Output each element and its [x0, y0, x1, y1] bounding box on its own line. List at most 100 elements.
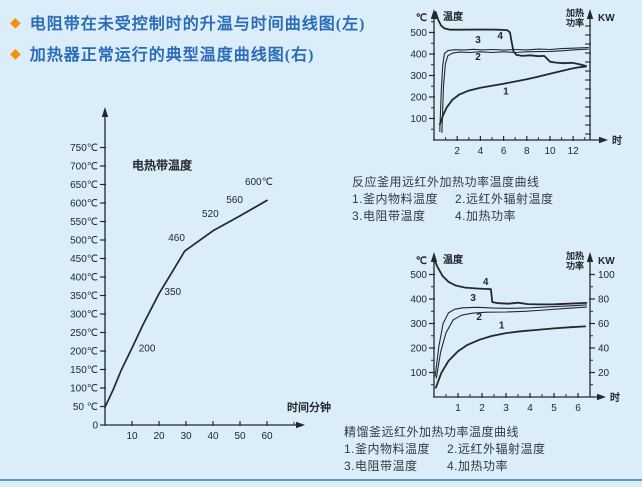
svg-text:750℃: 750℃ — [70, 143, 98, 154]
legend-item-2: 2.远红外辐射温度 — [447, 442, 546, 456]
bullet-item-left-chart: ◆ 电阻带在未受控制时的升温与时间曲线图(左) — [10, 10, 365, 34]
reactor-kettle-chart: 100 200 300 400 500 2 4 6 8 10 12 4 3 2 1 ℃ 温度 加热功率 KW 时 — [410, 7, 622, 157]
caption-legend: 1.釜内物料温度 2.远红外辐射温度 3.电阻带温度 4.加热功率 — [352, 191, 554, 224]
svg-text:560: 560 — [226, 195, 243, 206]
svg-text:2: 2 — [475, 52, 481, 63]
svg-text:4: 4 — [497, 31, 503, 42]
svg-text:500℃: 500℃ — [70, 236, 98, 247]
svg-text:300: 300 — [410, 71, 427, 82]
svg-text:40: 40 — [207, 431, 219, 442]
svg-text:时: 时 — [610, 391, 620, 404]
svg-text:520: 520 — [202, 209, 219, 220]
svg-text:200℃: 200℃ — [70, 347, 98, 358]
svg-text:20: 20 — [598, 368, 610, 379]
svg-text:200: 200 — [410, 344, 427, 355]
svg-text:时: 时 — [612, 134, 622, 147]
svg-text:600℃: 600℃ — [70, 199, 98, 210]
svg-text:3: 3 — [470, 293, 476, 304]
svg-text:80: 80 — [598, 295, 610, 306]
svg-text:150℃: 150℃ — [70, 365, 98, 376]
legend-item-4: 4.加热功率 — [447, 459, 509, 473]
svg-text:300℃: 300℃ — [70, 310, 98, 321]
svg-text:℃: ℃ — [416, 256, 427, 267]
svg-text:100: 100 — [410, 368, 427, 379]
svg-text:50 ℃: 50 ℃ — [73, 402, 98, 413]
svg-text:电热带温度: 电热带温度 — [132, 158, 193, 173]
svg-text:2: 2 — [479, 403, 485, 414]
svg-text:700℃: 700℃ — [70, 162, 98, 173]
distillation-kettle-chart: 1002003004005001 2 3 4 5 6204060801004321℃ 温度加… — [410, 250, 620, 414]
svg-text:加热: 加热 — [565, 250, 584, 261]
svg-text:12: 12 — [568, 146, 580, 157]
svg-text:100: 100 — [410, 114, 427, 125]
svg-text:加热: 加热 — [565, 7, 584, 18]
caption-legend: 1.釜内物料温度 2.远红外辐射温度 3.电阻带温度 4.加热功率 — [344, 441, 546, 474]
svg-text:1: 1 — [499, 320, 505, 331]
svg-text:250℃: 250℃ — [70, 328, 98, 339]
diamond-bullet-icon: ◆ — [10, 14, 21, 30]
svg-text:0: 0 — [92, 421, 98, 432]
svg-text:温度: 温度 — [443, 253, 464, 266]
svg-text:600℃: 600℃ — [245, 177, 273, 188]
svg-text:400: 400 — [410, 50, 427, 61]
svg-text:6: 6 — [575, 403, 581, 414]
legend-item-1: 1.釜内物料温度 — [352, 192, 439, 206]
svg-text:60: 60 — [598, 319, 610, 330]
svg-text:3: 3 — [475, 35, 481, 46]
svg-text:400: 400 — [410, 295, 427, 306]
svg-text:功率: 功率 — [566, 17, 584, 28]
header-bullets: ◆ 电阻带在未受控制时的升温与时间曲线图(左) ◆ 加热器正常运行的典型温度曲线… — [10, 10, 365, 72]
svg-text:500: 500 — [410, 28, 427, 39]
svg-text:4: 4 — [478, 146, 484, 157]
svg-text:40: 40 — [598, 344, 610, 355]
svg-text:2: 2 — [476, 312, 482, 323]
svg-text:4: 4 — [527, 403, 533, 414]
svg-text:50: 50 — [234, 431, 246, 442]
svg-text:460: 460 — [168, 233, 185, 244]
svg-text:时间分钟: 时间分钟 — [287, 400, 331, 414]
reactor-kettle-caption: 反应釜用远红外加热功率温度曲线 1.釜内物料温度 2.远红外辐射温度 3.电阻带… — [352, 174, 554, 224]
svg-text:1: 1 — [503, 86, 509, 97]
legend-item-1: 1.釜内物料温度 — [344, 442, 431, 456]
diamond-bullet-icon: ◆ — [10, 45, 21, 61]
svg-text:100℃: 100℃ — [70, 384, 98, 395]
svg-text:3: 3 — [503, 403, 509, 414]
svg-text:350℃: 350℃ — [70, 291, 98, 302]
bullet-text: 电阻带在未受控制时的升温与时间曲线图(左) — [29, 16, 366, 33]
svg-text:450℃: 450℃ — [70, 254, 98, 265]
svg-text:500: 500 — [410, 270, 427, 281]
svg-text:5: 5 — [551, 403, 557, 414]
svg-text:温度: 温度 — [443, 10, 464, 23]
svg-text:100: 100 — [598, 270, 615, 281]
legend-item-4: 4.加热功率 — [455, 209, 517, 223]
svg-text:60: 60 — [261, 431, 273, 442]
bullet-text: 加热器正常运行的典型温度曲线图(右) — [29, 47, 315, 64]
svg-text:10: 10 — [126, 431, 138, 442]
svg-text:8: 8 — [524, 146, 530, 157]
distillation-kettle-caption: 精馏釜远红外加热功率温度曲线 1.釜内物料温度 2.远红外辐射温度 3.电阻带温… — [344, 424, 546, 474]
svg-text:200: 200 — [139, 344, 156, 355]
svg-text:10: 10 — [544, 146, 556, 157]
svg-text:400℃: 400℃ — [70, 273, 98, 284]
svg-text:300: 300 — [410, 319, 427, 330]
svg-text:1: 1 — [455, 403, 461, 414]
svg-text:KW: KW — [598, 256, 615, 267]
svg-text:℃: ℃ — [416, 13, 427, 24]
svg-text:200: 200 — [410, 93, 427, 104]
bullet-item-right-chart: ◆ 加热器正常运行的典型温度曲线图(右) — [10, 41, 365, 65]
svg-text:KW: KW — [598, 13, 615, 24]
svg-text:2: 2 — [454, 146, 460, 157]
heating-tape-temp-chart: 0 50 ℃ 100℃ 150℃ 200℃ 250℃ 300℃ 350℃ 400℃ 450℃ 500… — [70, 107, 331, 442]
caption-title: 精馏釜远红外加热功率温度曲线 — [344, 425, 520, 439]
svg-text:650℃: 650℃ — [70, 180, 98, 191]
svg-text:功率: 功率 — [566, 260, 584, 271]
svg-text:6: 6 — [501, 146, 507, 157]
svg-text:30: 30 — [180, 431, 192, 442]
svg-text:4: 4 — [483, 277, 489, 288]
svg-text:350: 350 — [164, 287, 181, 298]
caption-title: 反应釜用远红外加热功率温度曲线 — [352, 175, 540, 189]
svg-text:20: 20 — [153, 431, 165, 442]
legend-item-3: 3.电阻带温度 — [344, 459, 418, 473]
svg-text:550℃: 550℃ — [70, 217, 98, 228]
